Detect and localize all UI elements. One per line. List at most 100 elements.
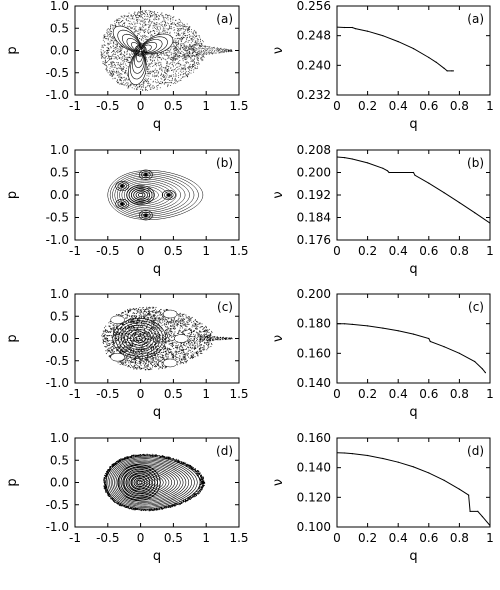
phase-point	[164, 324, 166, 326]
phase-point	[111, 52, 113, 53]
phase-point	[141, 309, 143, 311]
phase-point	[176, 44, 178, 46]
phase-point	[158, 354, 160, 356]
phase-point	[116, 52, 118, 54]
phase-point	[206, 53, 208, 55]
phase-point	[121, 67, 123, 69]
phase-point	[126, 364, 128, 366]
phase-point	[173, 39, 175, 41]
phase-point	[152, 14, 154, 16]
phase-point	[193, 47, 195, 48]
phase-point	[152, 337, 154, 340]
phase-point	[191, 61, 193, 62]
phase-point	[163, 347, 165, 349]
phase-point	[168, 330, 170, 332]
phase-point	[199, 351, 201, 353]
phase-point	[151, 55, 153, 57]
phase-point	[202, 55, 204, 57]
orbit	[123, 182, 173, 208]
phase-point	[184, 66, 186, 68]
phase-point	[185, 37, 187, 39]
phase-point	[149, 352, 151, 355]
phase-point	[195, 326, 197, 328]
orbit	[137, 193, 144, 197]
phase-point	[119, 340, 121, 343]
phase-point	[120, 58, 122, 60]
phase-point	[178, 347, 180, 349]
phase-point	[104, 44, 106, 46]
phase-point	[106, 329, 108, 331]
phase-point	[205, 338, 208, 340]
phase-point	[185, 67, 187, 69]
phase-point	[166, 31, 168, 33]
phase-point	[182, 64, 184, 66]
phase-point	[112, 64, 114, 66]
phase-point	[112, 55, 114, 57]
phase-point	[185, 28, 187, 30]
phase-point	[142, 307, 144, 309]
phase-point	[147, 80, 149, 82]
phase-point	[177, 50, 179, 51]
phase-point	[154, 17, 156, 19]
phase-point	[142, 19, 144, 21]
phase-point	[188, 47, 189, 49]
phase-point	[166, 347, 168, 349]
phase-point	[156, 65, 157, 67]
phase-point	[161, 59, 163, 61]
phase-point	[156, 24, 158, 26]
phase-point	[116, 62, 118, 63]
phase-point	[152, 75, 154, 77]
phase-point	[135, 308, 137, 310]
phase-point	[145, 340, 147, 342]
phase-point	[196, 47, 198, 49]
phase-point	[149, 11, 151, 13]
phase-point	[176, 48, 178, 50]
phase-point	[148, 26, 150, 28]
phase-point	[172, 320, 174, 322]
phase-point	[107, 344, 109, 346]
phase-point	[175, 24, 177, 25]
phase-point	[140, 16, 142, 18]
phase-point	[112, 324, 114, 326]
phase-point	[218, 52, 220, 54]
phase-point	[109, 56, 111, 57]
phase-point	[189, 51, 191, 53]
phase-point	[182, 57, 184, 59]
phase-point	[182, 323, 184, 326]
phase-point	[192, 65, 193, 67]
phase-point	[141, 315, 143, 317]
phase-point	[130, 315, 132, 317]
phase-point	[196, 324, 198, 326]
phase-point	[159, 65, 161, 67]
phase-point	[120, 80, 122, 81]
y-tick-label: 0.0	[50, 188, 69, 202]
phase-point	[166, 74, 168, 76]
phase-point	[150, 361, 152, 364]
phase-point	[185, 46, 187, 48]
phase-point	[190, 35, 192, 37]
phase-point	[150, 59, 152, 61]
phase-point	[177, 356, 179, 359]
phase-point	[141, 87, 143, 89]
phase-point	[170, 342, 172, 345]
phase-point	[189, 26, 191, 28]
phase-point	[152, 314, 154, 316]
phase-point	[187, 52, 189, 54]
x-tick-label: 0.6	[419, 99, 438, 113]
phase-point	[175, 54, 177, 56]
phase-point	[161, 72, 162, 74]
phase-point	[106, 47, 108, 49]
phase-point	[117, 338, 119, 341]
phase-point	[167, 335, 169, 337]
y-tick-label: 0.176	[297, 233, 331, 247]
phase-point	[141, 323, 143, 325]
phase-point	[138, 310, 140, 312]
phase-point	[142, 83, 144, 85]
phase-point	[218, 47, 219, 49]
phase-point	[171, 321, 173, 323]
phase-point	[110, 24, 112, 26]
phase-point	[109, 64, 111, 65]
phase-point	[147, 333, 149, 335]
phase-point	[204, 46, 206, 48]
phase-point	[168, 82, 170, 84]
